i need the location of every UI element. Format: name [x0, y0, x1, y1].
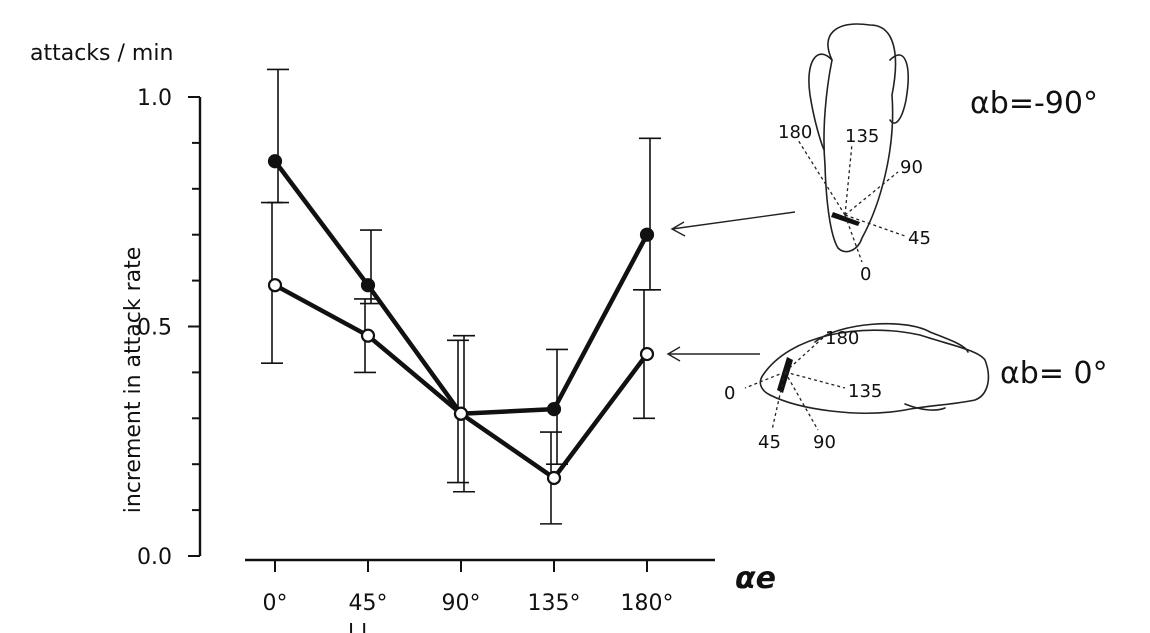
fish-side-view-icon — [744, 322, 990, 431]
y-tick-label: 0.0 — [137, 545, 172, 570]
data-point-open — [360, 328, 376, 343]
x-axis: 0° 45° 90° 135° 180° αe — [245, 558, 776, 616]
data-point-filled — [360, 278, 376, 293]
error-bars — [261, 68, 661, 525]
side-angle-0: 0 — [724, 383, 735, 404]
series-line-open — [273, 283, 649, 481]
top-angle-0: 0 — [860, 264, 871, 285]
series-line-filled — [273, 159, 649, 416]
y-tick-label: 0.5 — [137, 316, 172, 341]
data-point-filled — [267, 154, 283, 169]
y-units-label: attacks / min — [30, 41, 173, 66]
fish-top-view-icon — [797, 23, 909, 263]
bottom-text: ... l l ... — [320, 621, 395, 633]
data-points — [267, 154, 655, 486]
data-point-filled — [546, 402, 562, 417]
annotation-arrows — [666, 211, 796, 362]
y-axis-label: increment in attack rate — [121, 247, 146, 514]
x-tick-label: 0° — [263, 591, 288, 616]
top-angle-180: 180 — [778, 122, 812, 143]
x-tick-label: 135° — [528, 591, 581, 616]
x-axis-label: αe — [735, 561, 776, 596]
data-point-open — [546, 470, 562, 486]
top-alpha-label: αb=-90° — [970, 86, 1098, 121]
y-tick-label: 1.0 — [137, 86, 172, 111]
top-angle-135: 135 — [845, 126, 879, 147]
y-axis: 0.0 0.5 1.0 — [137, 86, 202, 570]
side-angle-180: 180 — [825, 328, 859, 349]
top-angle-45: 45 — [908, 228, 931, 249]
side-angle-45: 45 — [758, 432, 781, 453]
data-point-open — [267, 278, 283, 293]
data-point-open — [453, 406, 469, 421]
x-tick-label: 45° — [349, 591, 388, 616]
x-tick-label: 90° — [442, 591, 481, 616]
data-point-open — [639, 346, 655, 362]
top-angle-90: 90 — [900, 157, 923, 178]
side-alpha-label: αb= 0° — [1000, 356, 1108, 391]
arrow-top — [671, 211, 796, 230]
x-tick-label: 180° — [621, 591, 674, 616]
side-angle-135: 135 — [848, 381, 882, 402]
data-point-filled — [639, 227, 655, 242]
series-lines — [273, 159, 649, 481]
side-angle-90: 90 — [813, 432, 836, 453]
